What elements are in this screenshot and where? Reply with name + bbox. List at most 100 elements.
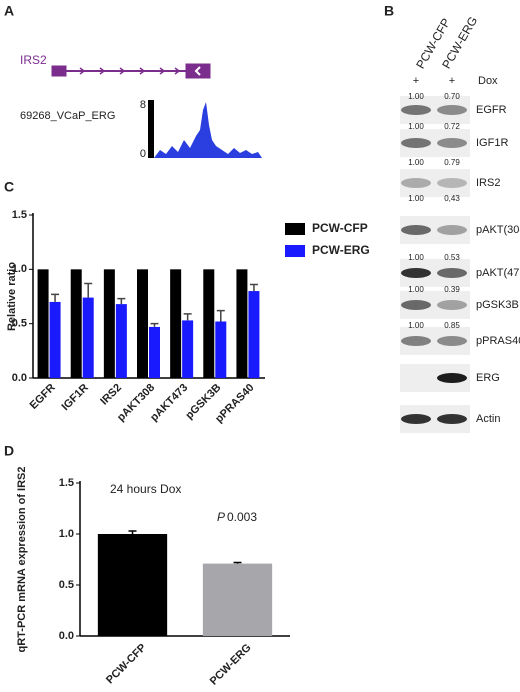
- quant-value: 1.00: [408, 285, 424, 294]
- blot-band: [437, 300, 467, 310]
- blot-label: pGSK3B: [476, 299, 519, 311]
- y-tick-label: 1.0: [12, 263, 27, 275]
- blot-label: EGFR: [476, 104, 507, 116]
- blot-band: [437, 268, 467, 278]
- y-tick-label: 0.5: [12, 318, 27, 330]
- blot-band: [437, 138, 467, 148]
- quant-value: 1.00: [408, 321, 424, 330]
- bar: [137, 269, 148, 378]
- bar: [115, 304, 127, 378]
- blot-label: IGF1R: [476, 137, 508, 149]
- treatment-label: Dox: [478, 75, 498, 87]
- legend-label: PCW-CFP: [312, 221, 368, 235]
- bar: [182, 320, 194, 378]
- error-bar: [51, 293, 60, 302]
- blot-band: [437, 225, 467, 235]
- blot-strip: [400, 169, 470, 197]
- error-bar: [150, 322, 159, 327]
- bar: [82, 297, 94, 378]
- quant-value: 0.53: [444, 253, 460, 262]
- blot-label: IRS2: [476, 177, 500, 189]
- blot-band: [437, 105, 467, 115]
- bar: [97, 534, 168, 636]
- quant-value: 0,43: [444, 194, 460, 203]
- y-tick-label: 0.5: [59, 579, 74, 591]
- bar: [236, 269, 248, 378]
- panel-label: A: [4, 3, 14, 19]
- blot-band: [437, 178, 467, 188]
- gene-name: IRS2: [20, 53, 47, 67]
- x-tick-label: EGFR: [28, 382, 58, 412]
- x-tick-label: PCW-ERG: [208, 642, 254, 688]
- panel-label: C: [4, 179, 14, 195]
- annotation: 24 hours Dox: [110, 482, 181, 496]
- blot-band: [401, 178, 431, 188]
- bar: [49, 301, 61, 378]
- error-bar: [128, 530, 137, 534]
- blot-label: pPRAS40: [476, 335, 520, 347]
- error-bar: [216, 309, 225, 322]
- bar: [170, 269, 182, 378]
- blot-band: [437, 373, 467, 383]
- bar: [103, 269, 115, 378]
- error-bar: [183, 313, 192, 321]
- y-tick-label: 1.5: [59, 477, 74, 489]
- error-bar: [249, 283, 258, 292]
- x-tick-label: IGF1R: [59, 382, 90, 413]
- legend-swatch: [285, 223, 305, 235]
- bar: [203, 269, 215, 378]
- legend-label: PCW-ERG: [312, 243, 370, 257]
- legend-swatch: [285, 245, 305, 257]
- p-value: 0.003: [227, 510, 257, 524]
- quant-value: 1.00: [408, 92, 424, 101]
- treatment: +: [413, 75, 419, 87]
- blot-band: [401, 105, 431, 115]
- y-axis-label: qRT-PCR mRNA expression of IRS2: [16, 466, 28, 652]
- y-tick-label: 1.5: [12, 209, 27, 221]
- scale-bottom: 0: [140, 148, 146, 160]
- quant-value: 0.79: [444, 158, 460, 167]
- quant-value: 1.00: [408, 158, 424, 167]
- quant-value: 1.00: [408, 253, 424, 262]
- track-name: 69268_VCaP_ERG: [20, 110, 115, 122]
- treatment: +: [449, 75, 455, 87]
- quant-value: 1.00: [408, 122, 424, 131]
- quant-value: 0.70: [444, 92, 460, 101]
- gene-model: [51, 63, 211, 79]
- blot-label: pAKT(473): [476, 267, 520, 279]
- y-tick-label: 0.0: [12, 372, 27, 384]
- blot-label: pAKT(308): [476, 224, 520, 236]
- x-tick-label: IRS2: [98, 382, 124, 408]
- blot-label: ERG: [476, 372, 500, 384]
- blot-band: [437, 414, 467, 424]
- error-bar: [84, 282, 93, 298]
- y-tick-label: 1.0: [59, 528, 74, 540]
- p-label: P: [217, 510, 225, 524]
- blot-band: [401, 225, 431, 235]
- blot-band: [401, 414, 431, 424]
- blot-band: [401, 268, 431, 278]
- y-axis-label: Relative ratio: [6, 262, 18, 331]
- blot-band: [401, 138, 431, 148]
- blot-label: Actin: [476, 413, 500, 425]
- quant-value: 0.39: [444, 285, 460, 294]
- blot-band: [401, 300, 431, 310]
- scale-top: 8: [140, 99, 146, 111]
- error-bar: [117, 297, 126, 305]
- y-tick-label: 0.0: [59, 630, 74, 642]
- bar: [215, 321, 227, 378]
- scale-bar: [148, 100, 154, 158]
- bar: [248, 291, 260, 378]
- bar: [70, 269, 82, 378]
- quant-value: 0.72: [444, 122, 460, 131]
- panel-label: B: [384, 3, 394, 19]
- bar: [202, 563, 273, 636]
- error-bar: [233, 561, 242, 564]
- blot-band: [437, 336, 467, 346]
- chip-signal: [154, 102, 262, 158]
- panel-label: D: [4, 443, 14, 459]
- quant-value: 1.00: [408, 194, 424, 203]
- blot-band: [401, 336, 431, 346]
- x-tick-label: PCW-CFP: [104, 642, 149, 687]
